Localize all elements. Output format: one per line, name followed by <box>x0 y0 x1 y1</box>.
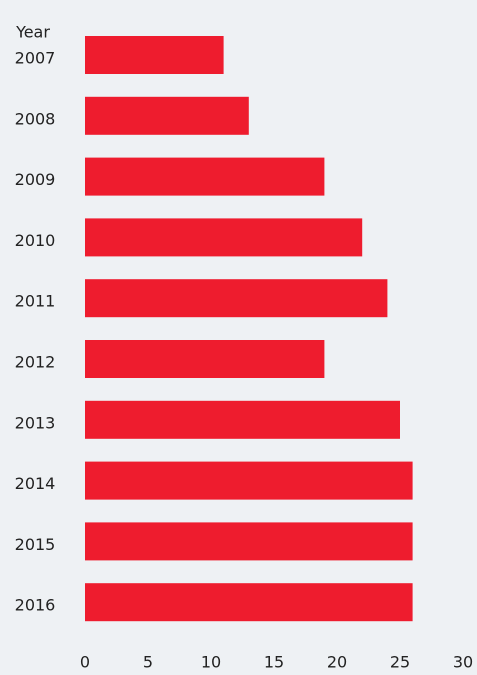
bar <box>85 218 363 257</box>
bar <box>85 96 249 135</box>
y-tick-label: 2011 <box>15 292 56 311</box>
bar <box>85 340 325 378</box>
x-tick-label: 25 <box>390 653 410 672</box>
y-tick-label: 2012 <box>15 353 56 372</box>
x-tick-label: 30 <box>453 653 473 672</box>
bar <box>85 400 400 439</box>
y-tick-label: 2014 <box>15 474 56 493</box>
y-tick-label: 2013 <box>15 413 56 432</box>
bar <box>85 279 388 318</box>
y-tick-label: 2009 <box>15 170 56 189</box>
bar <box>85 522 413 561</box>
x-tick-label: 5 <box>143 653 153 672</box>
x-tick-label: 20 <box>327 653 347 672</box>
axis-label: Year <box>15 23 50 42</box>
y-tick-label: 2015 <box>15 535 56 554</box>
x-tick-label: 0 <box>80 653 90 672</box>
y-tick-label: 2007 <box>15 49 56 68</box>
bar <box>85 36 224 74</box>
x-tick-label: 10 <box>201 653 221 672</box>
bar <box>85 461 413 500</box>
y-tick-label: 2008 <box>15 109 56 128</box>
bar <box>85 583 413 622</box>
y-tick-label: 2016 <box>15 596 56 615</box>
x-tick-label: 15 <box>264 653 284 672</box>
bar <box>85 157 325 196</box>
y-tick-label: 2010 <box>15 231 56 250</box>
